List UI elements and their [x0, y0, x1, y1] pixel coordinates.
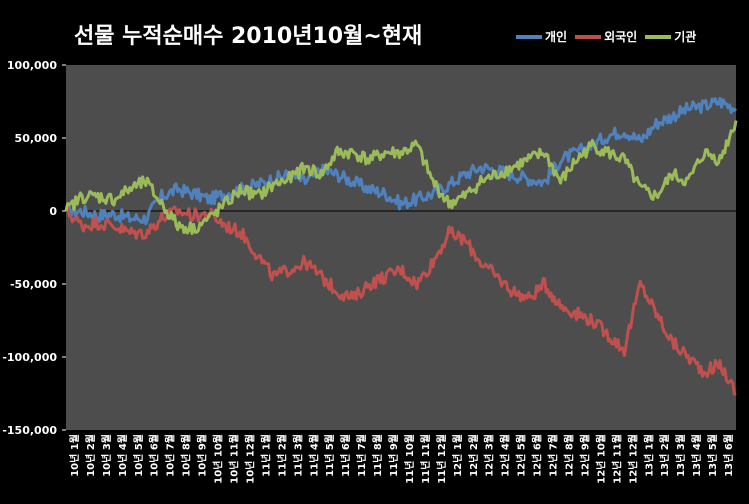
x-tick-label: 11년 1월: [259, 434, 272, 477]
x-tick-label: 10년 3월: [100, 434, 113, 477]
y-tick-label: 0: [49, 205, 57, 218]
legend-label-individual: 개인: [545, 30, 568, 44]
x-tick-label: 11년 6월: [339, 434, 352, 477]
x-tick-label: 10년 1월: [68, 434, 81, 477]
legend-item-institution: 기관: [645, 28, 696, 45]
x-axis: 10년 1월 10년 2월 10년 3월 10년 4월 10년 5월 10년 6월 10년 …: [68, 434, 735, 484]
x-tick-label: 10년 7월: [164, 434, 177, 477]
x-tick-label: 12년 6월: [531, 434, 544, 477]
x-tick-label: 11년 11월: [419, 434, 432, 484]
legend-swatch-individual: [516, 34, 542, 39]
x-tick-label: 12년 9월: [578, 434, 591, 477]
legend: 개인 외국인 기관: [516, 28, 696, 45]
series-line-institution: [64, 120, 738, 235]
series-line-individual: [64, 96, 738, 226]
x-tick-label: 10년 4월: [116, 434, 129, 477]
x-tick-label: 12년 11월: [610, 434, 623, 484]
x-tick-label: 11년 12월: [435, 434, 448, 484]
x-tick-label: 11년 4월: [307, 434, 320, 477]
y-tick-label: -50,000: [10, 278, 57, 291]
legend-item-individual: 개인: [516, 28, 567, 45]
x-tick-label: 12년 7월: [547, 434, 560, 477]
x-tick-label: 10년 11월: [228, 434, 241, 484]
x-tick-label: 11년 2월: [275, 434, 288, 477]
y-axis: 100,000 50,000 0 -50,000 -100,000 -150,000: [2, 59, 736, 437]
x-tick-label: 11년 10월: [403, 434, 416, 484]
series-line-foreign: [64, 205, 737, 396]
x-tick-label: 12년 5월: [515, 434, 528, 477]
y-tick-label: -100,000: [2, 351, 57, 364]
x-tick-label: 11년 8월: [371, 434, 384, 477]
x-tick-label: 13년 4월: [690, 434, 703, 477]
legend-item-foreign: 외국인: [575, 28, 637, 45]
x-tick-label: 11년 5월: [323, 434, 336, 477]
x-tick-label: 12년 2월: [467, 434, 480, 477]
y-tick-label: 100,000: [7, 59, 57, 72]
x-tick-label: 10년 9월: [196, 434, 209, 477]
x-tick-label: 12년 10월: [594, 434, 607, 484]
x-tick-label: 10년 2월: [84, 434, 97, 477]
y-tick-label: -150,000: [2, 424, 57, 437]
x-tick-label: 10년 6월: [148, 434, 161, 477]
y-tick-label: 50,000: [15, 132, 58, 145]
legend-swatch-institution: [645, 34, 672, 39]
legend-label-foreign: 외국인: [604, 30, 638, 44]
x-tick-label: 12년 4월: [499, 434, 512, 477]
x-tick-label: 12년 3월: [483, 434, 496, 477]
x-tick-label: 12년 12월: [626, 434, 639, 484]
x-tick-label: 13년 6월: [722, 434, 735, 477]
x-tick-label: 10년 5월: [132, 434, 145, 477]
x-tick-label: 11년 9월: [387, 434, 400, 477]
plot-area: [66, 65, 736, 430]
chart-title: 선물 누적순매수 2010년10월~현재: [74, 24, 423, 49]
legend-swatch-foreign: [575, 34, 602, 39]
x-tick-label: 13년 5월: [706, 434, 719, 477]
x-tick-label: 13년 3월: [674, 434, 687, 477]
x-tick-label: 11년 3월: [291, 434, 304, 477]
x-tick-label: 13년 1월: [642, 434, 655, 477]
legend-label-institution: 기관: [674, 30, 697, 44]
x-tick-label: 10년 12월: [243, 434, 256, 484]
series-lines: [64, 96, 738, 396]
x-tick-label: 10년 8월: [180, 434, 193, 477]
x-tick-label: 12년 8월: [563, 434, 576, 477]
x-tick-label: 11년 7월: [355, 434, 368, 477]
x-tick-label: 13년 2월: [658, 434, 671, 477]
x-tick-label: 10년 10월: [212, 434, 225, 484]
x-tick-label: 12년 1월: [451, 434, 464, 477]
